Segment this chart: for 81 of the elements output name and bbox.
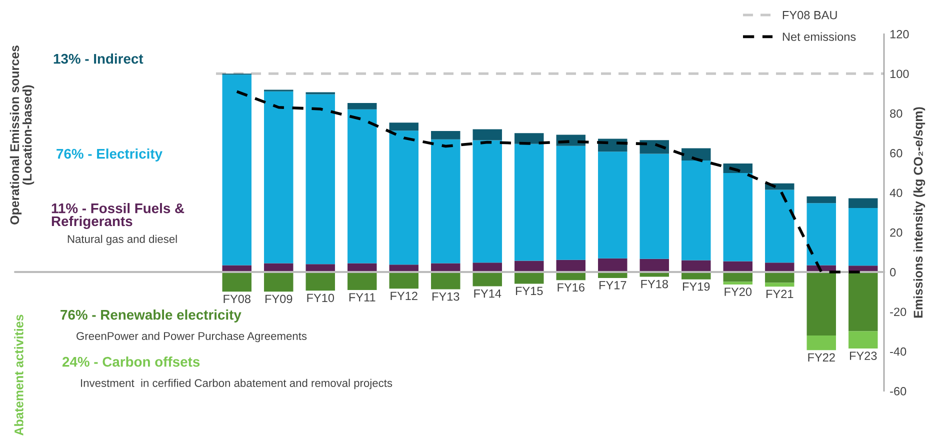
bar [264,272,294,292]
bar [306,272,335,291]
bar [640,154,669,259]
y-tick-label: -40 [890,347,906,356]
text: Natural gas and diesel [68,234,177,246]
bar [598,152,628,258]
annotation: Investment in cerfified Carbon abatement and removal projects [81,378,392,390]
bar [765,190,794,263]
bar [765,282,794,287]
bar [556,146,586,260]
bar [389,122,418,131]
x-tick-label: FY18 [641,280,668,288]
bar [222,272,252,292]
bar [723,282,752,284]
bar [765,262,794,272]
x-tick-label: FY23 [850,352,877,360]
bar [640,258,669,272]
bar [806,196,836,204]
x-tick-label: FY15 [516,286,543,296]
text: Operational Emission sources (Location-based) [10,46,34,224]
bar [306,94,335,264]
bar [723,173,752,262]
bar [389,272,418,289]
x-tick-label: FY21 [766,290,794,298]
bar [431,272,460,290]
y-tick-label: 60 [890,149,902,158]
text: 13% - Indirect [54,54,144,64]
x-tick-label: FY19 [682,282,710,291]
bar [848,208,878,266]
x-tick-label: FY09 [265,294,292,304]
x-tick-label: FY08 [224,294,250,304]
x-tick-label: FY16 [558,283,584,292]
y-tick-label: 80 [890,109,902,118]
x-tick-label: FY11 [349,293,376,302]
bar [682,160,711,260]
x-tick-label: FY17 [599,281,626,290]
series-label: 76% - Renewable electricity [60,310,242,322]
bar [848,272,878,332]
y-axis-title: Emissions intensity (kg CO₂-e/sqm) [913,107,926,318]
bar [556,260,586,272]
annotation: GreenPower and Power Purchase Agreements [76,332,307,342]
x-tick-label: FY14 [474,289,502,298]
bar [806,272,836,336]
y-tick-label: -20 [890,308,906,316]
bar [348,103,377,110]
bar [472,262,502,272]
bar [514,144,544,261]
bar [598,258,628,272]
x-tick-label: FY20 [724,288,752,296]
y-tick-label: 40 [890,188,902,198]
y-tick-label: -60 [890,387,906,396]
y-tick-label: 20 [890,228,902,237]
bar [472,129,502,140]
bar [472,140,502,263]
x-tick-label: FY12 [390,292,418,300]
bar [264,91,294,264]
bar [682,148,711,161]
legend-label: FY08 BAU [782,10,837,20]
x-tick-label: FY13 [432,292,460,301]
legend-label: Net emissions [782,32,856,41]
bar [514,260,544,272]
bar [222,74,252,266]
y-tick-label: 0 [890,268,896,276]
text: 76% - Electricity [56,148,162,162]
bar [806,203,836,266]
bar [848,331,878,349]
bar [389,130,418,265]
bar [848,198,878,208]
y-tick-label: 120 [890,30,909,38]
text: Abatement activities [14,314,24,436]
x-tick-label: FY10 [307,294,334,302]
bar [431,130,460,140]
text: 24% - Carbon offsets [62,356,200,367]
bar [348,109,377,264]
bar [431,139,460,264]
y-tick-label: 100 [890,70,909,78]
x-tick-label: FY22 [808,353,835,362]
bar [472,272,502,286]
text: 11% - Fossil Fuels & Refrigerants [52,203,184,229]
bar [806,335,836,350]
bar [348,272,377,290]
